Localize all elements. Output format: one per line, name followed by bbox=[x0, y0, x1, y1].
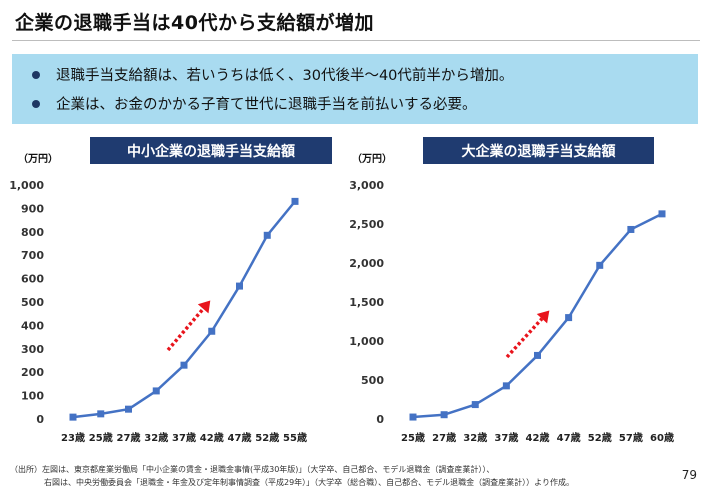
series-line bbox=[412, 212, 663, 419]
trend-arrow-line bbox=[166, 307, 205, 352]
y-tick-label: 900 bbox=[21, 202, 44, 215]
data-point bbox=[658, 210, 666, 218]
x-tick-label: 32歳 bbox=[463, 431, 487, 444]
x-tick-label: 47歳 bbox=[557, 431, 581, 444]
data-point bbox=[627, 225, 635, 233]
x-tick-label: 57歳 bbox=[619, 431, 643, 444]
x-tick-label: 37歳 bbox=[172, 431, 196, 444]
summary-item: 退職手当支給額は、若いうちは低く、30代後半～40代前半から増加。 bbox=[32, 60, 698, 89]
x-tick-label: 32歳 bbox=[144, 431, 168, 444]
data-point bbox=[125, 405, 132, 413]
x-tick-label: 47歳 bbox=[228, 431, 252, 444]
y-tick-label: 400 bbox=[21, 319, 44, 332]
data-point bbox=[180, 361, 188, 369]
trend-arrow-head-icon bbox=[536, 310, 550, 324]
chart-title-sme: 中小企業の退職手当支給額 bbox=[90, 137, 332, 164]
data-point bbox=[69, 413, 77, 421]
chart-title-large: 大企業の退職手当支給額 bbox=[423, 137, 654, 164]
series-line bbox=[72, 200, 296, 419]
x-tick-label: 60歳 bbox=[650, 431, 674, 444]
bullet-icon bbox=[32, 70, 40, 79]
y-tick-label: 500 bbox=[21, 296, 44, 309]
title-divider bbox=[12, 40, 700, 41]
y-tick-label: 100 bbox=[21, 390, 44, 403]
x-tick-label: 52歳 bbox=[588, 431, 612, 444]
data-point bbox=[502, 382, 510, 390]
x-tick-label: 27歳 bbox=[432, 431, 456, 444]
data-point bbox=[208, 327, 216, 335]
x-tick-label: 42歳 bbox=[200, 431, 224, 444]
x-tick-label: 37歳 bbox=[494, 431, 518, 444]
trend-arrow-line bbox=[505, 317, 544, 359]
source-line: 右図は、中央労働委員会「退職金・年金及び定年制事情調査（平成29年）」（大学卒（… bbox=[44, 478, 575, 487]
y-unit-label: （万円） bbox=[352, 154, 392, 165]
y-tick-label: 3,000 bbox=[349, 179, 384, 192]
source-line: （出所）左図は、東京都産業労働局「中小企業の賃金・退職金事情(平成30年版)」（… bbox=[10, 465, 495, 474]
y-tick-label: 800 bbox=[21, 226, 44, 239]
y-tick-label: 600 bbox=[21, 273, 44, 286]
data-point bbox=[471, 401, 479, 409]
y-tick-label: 2,500 bbox=[349, 218, 384, 231]
data-point bbox=[236, 282, 243, 290]
y-tick-label: 700 bbox=[21, 249, 44, 262]
y-tick-label: 1,500 bbox=[349, 296, 384, 309]
y-tick-label: 1,000 bbox=[349, 335, 384, 348]
y-tick-label: 0 bbox=[36, 413, 44, 426]
y-tick-label: 200 bbox=[21, 366, 44, 379]
data-point bbox=[409, 413, 417, 421]
data-point bbox=[97, 410, 105, 418]
x-tick-label: 55歳 bbox=[283, 431, 307, 444]
x-tick-label: 52歳 bbox=[255, 431, 279, 444]
y-tick-label: 1,000 bbox=[9, 179, 44, 192]
source-note: （出所）左図は、東京都産業労働局「中小企業の賃金・退職金事情(平成30年版)」（… bbox=[10, 463, 574, 489]
trend-arrow-head-icon bbox=[197, 300, 211, 314]
bullet-icon bbox=[32, 99, 40, 108]
x-tick-label: 42歳 bbox=[526, 431, 550, 444]
data-point bbox=[565, 314, 573, 322]
summary-box: 退職手当支給額は、若いうちは低く、30代後半～40代前半から増加。 企業は、お金… bbox=[12, 54, 698, 124]
summary-text: 企業は、お金のかかる子育て世代に退職手当を前払いする必要。 bbox=[56, 97, 477, 113]
y-tick-label: 300 bbox=[21, 343, 44, 356]
data-point bbox=[440, 411, 448, 419]
data-point bbox=[263, 231, 271, 239]
x-tick-label: 23歳 bbox=[61, 431, 85, 444]
y-tick-label: 0 bbox=[376, 413, 384, 426]
page-title: 企業の退職手当は40代から支給額が増加 bbox=[15, 12, 374, 34]
page-number: 79 bbox=[681, 468, 697, 482]
x-tick-label: 25歳 bbox=[401, 431, 425, 444]
data-point bbox=[596, 261, 604, 269]
y-unit-label: （万円） bbox=[18, 154, 58, 165]
data-point bbox=[534, 351, 541, 359]
y-tick-label: 2,000 bbox=[349, 257, 384, 270]
x-tick-label: 27歳 bbox=[117, 431, 141, 444]
data-point bbox=[152, 387, 160, 395]
data-point bbox=[291, 197, 299, 205]
summary-text: 退職手当支給額は、若いうちは低く、30代後半～40代前半から増加。 bbox=[56, 68, 514, 84]
x-tick-label: 25歳 bbox=[89, 431, 113, 444]
y-tick-label: 500 bbox=[361, 374, 384, 387]
summary-item: 企業は、お金のかかる子育て世代に退職手当を前払いする必要。 bbox=[32, 89, 698, 118]
